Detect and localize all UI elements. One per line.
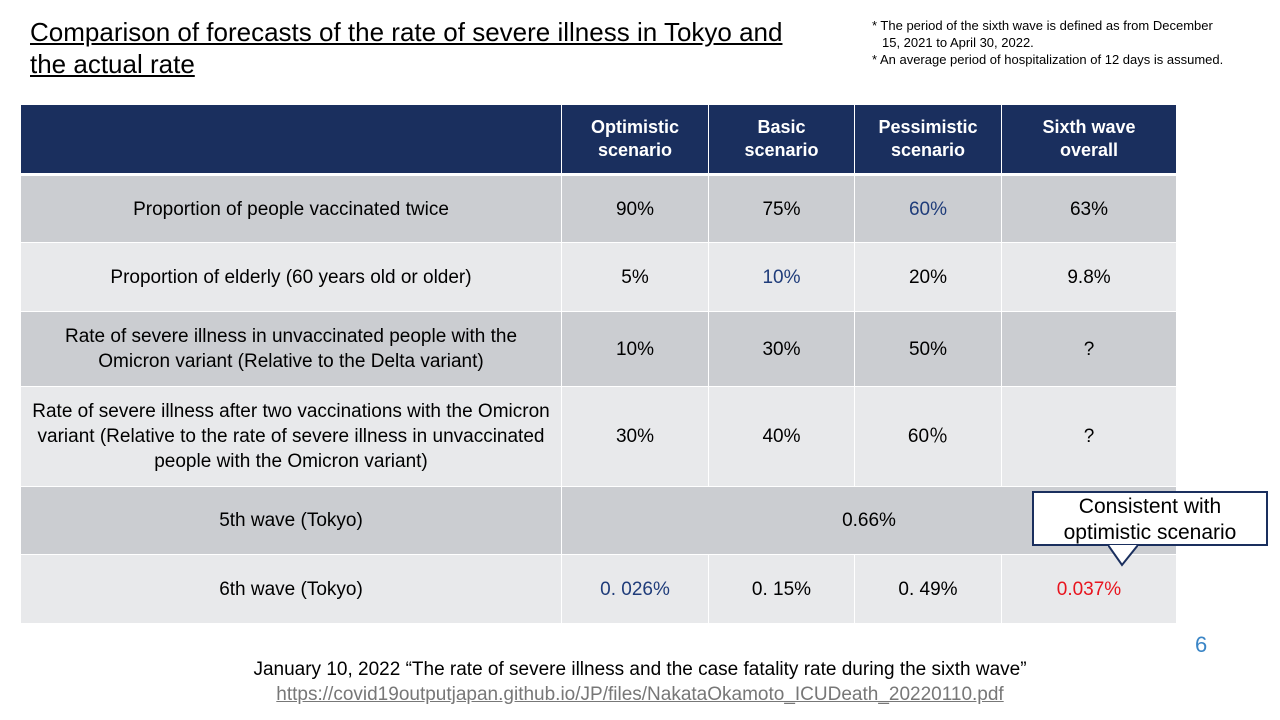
table-row: 6th wave (Tokyo) 0. 026% 0. 15% 0. 49% 0… xyxy=(20,554,1177,624)
table-cell: 0.037% xyxy=(1001,554,1177,624)
table-row: 5th wave (Tokyo) 0.66% xyxy=(20,486,1177,555)
table-cell: 9.8% xyxy=(1001,242,1177,312)
table-cell: ? xyxy=(1001,386,1177,487)
header-cell: Sixth wave overall xyxy=(1001,104,1177,176)
row-label: 6th wave (Tokyo) xyxy=(20,554,562,624)
table-cell: 60% xyxy=(854,174,1002,243)
table-cell: 30% xyxy=(708,311,855,387)
table-row: Rate of severe illness after two vaccina… xyxy=(20,386,1177,487)
note-line: * An average period of hospitalization o… xyxy=(872,52,1224,67)
table-cell: 0. 026% xyxy=(561,554,709,624)
row-label: Rate of severe illness in unvaccinated p… xyxy=(20,311,562,387)
table-cell: 60％ xyxy=(854,386,1002,487)
header-cell: Optimistic scenario xyxy=(561,104,709,176)
row-label: Proportion of people vaccinated twice xyxy=(20,174,562,243)
row-label: Proportion of elderly (60 years old or o… xyxy=(20,242,562,312)
row-label: 5th wave (Tokyo) xyxy=(20,486,562,555)
table-row: Proportion of people vaccinated twice 90… xyxy=(20,174,1177,243)
table-cell: 63% xyxy=(1001,174,1177,243)
page-number: 6 xyxy=(1195,632,1208,657)
slide-title: Comparison of forecasts of the rate of s… xyxy=(30,17,783,79)
table-row: Rate of severe illness in unvaccinated p… xyxy=(20,311,1177,387)
callout-box: Consistent with optimistic scenario xyxy=(1032,491,1268,546)
table-cell: 30% xyxy=(561,386,709,487)
table-cell: 0. 49% xyxy=(854,554,1002,624)
table-cell: 75% xyxy=(708,174,855,243)
table-cell: 20% xyxy=(854,242,1002,312)
callout-pointer-icon xyxy=(1108,545,1138,567)
footer: January 10, 2022 “The rate of severe ill… xyxy=(0,657,1280,707)
table-cell: ? xyxy=(1001,311,1177,387)
table-row: Proportion of elderly (60 years old or o… xyxy=(20,242,1177,312)
note-line: 15, 2021 to April 30, 2022. xyxy=(882,35,1034,50)
header-cell: Pessimistic scenario xyxy=(854,104,1002,176)
header-cell xyxy=(20,104,562,176)
table-cell: 40% xyxy=(708,386,855,487)
forecast-table: Optimistic scenario Basic scenario Pessi… xyxy=(20,104,1177,624)
header-cell: Basic scenario xyxy=(708,104,855,176)
table-header-row: Optimistic scenario Basic scenario Pessi… xyxy=(20,104,1177,176)
table-cell: 10% xyxy=(708,242,855,312)
callout-line: Consistent with xyxy=(1078,495,1222,518)
citation: January 10, 2022 “The rate of severe ill… xyxy=(253,659,1027,680)
note-line: * The period of the sixth wave is define… xyxy=(872,18,1213,33)
table-cell: 5% xyxy=(561,242,709,312)
table-cell: 10% xyxy=(561,311,709,387)
row-label: Rate of severe illness after two vaccina… xyxy=(20,386,562,487)
table-cell: 0. 15% xyxy=(708,554,855,624)
footnotes: * The period of the sixth wave is define… xyxy=(872,17,1272,68)
source-link[interactable]: https://covid19outputjapan.github.io/JP/… xyxy=(276,684,1004,705)
table-cell: 50% xyxy=(854,311,1002,387)
callout-line: optimistic scenario xyxy=(1063,521,1237,544)
table-cell: 90% xyxy=(561,174,709,243)
